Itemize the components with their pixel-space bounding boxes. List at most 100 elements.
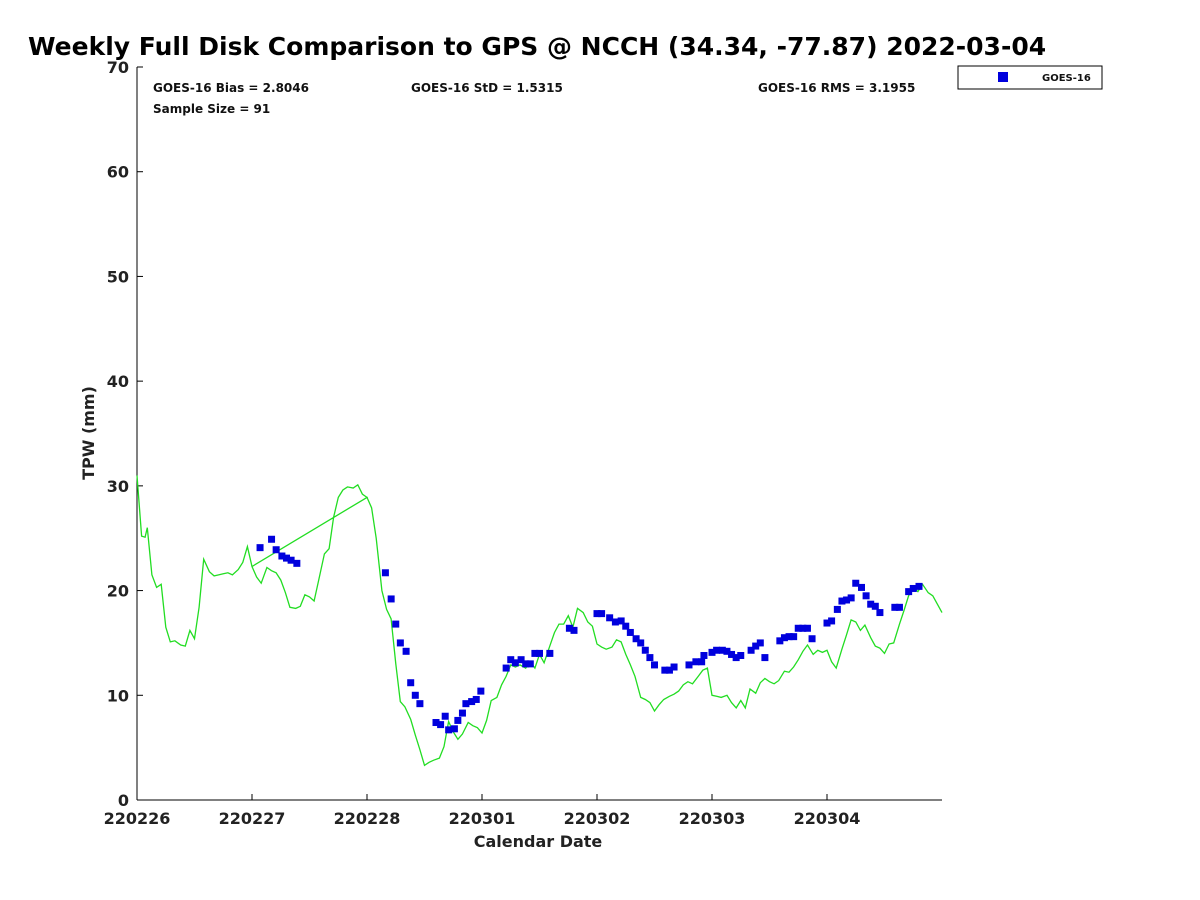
goes16-data-point [698, 658, 706, 666]
goes16-data-point [756, 639, 764, 647]
goes16-data-point [507, 656, 515, 664]
goes16-data-point [905, 588, 913, 596]
stat-sample-size: Sample Size = 91 [153, 102, 270, 116]
goes16-data-point [256, 544, 264, 552]
goes16-data-point [462, 700, 470, 708]
goes16-data-point [546, 649, 554, 657]
goes16-data-point [799, 624, 807, 632]
goes16-data-point [785, 633, 793, 641]
goes16-data-point [287, 556, 295, 564]
series-line-group [136, 475, 943, 767]
goes16-data-point [794, 624, 802, 632]
goes16-data-point [665, 666, 673, 674]
goes16-data-point [396, 639, 404, 647]
y-axis-label: TPW (mm) [79, 386, 98, 480]
stat-bias: GOES-16 Bias = 2.8046 [153, 81, 309, 95]
legend: GOES-16 [957, 65, 1103, 90]
goes16-data-point [747, 646, 755, 654]
goes16-data-point [718, 646, 726, 654]
goes16-data-point [776, 637, 784, 645]
goes16-data-point [502, 664, 510, 672]
goes16-data-point [692, 658, 700, 666]
goes16-data-point [852, 579, 860, 587]
goes16-data-point [445, 726, 453, 734]
y-tick-label: 10 [107, 686, 129, 705]
series-marker-group [256, 535, 923, 734]
goes16-data-point [522, 660, 530, 668]
x-axis-label: Calendar Date [474, 832, 603, 851]
goes16-data-point [531, 649, 539, 657]
y-tick-group: 0 10 20 30 40 50 60 70 [107, 58, 143, 810]
y-tick-label: 40 [107, 372, 129, 391]
x-tick-label: 220304 [794, 809, 861, 828]
x-tick-label: 220302 [564, 809, 631, 828]
legend-marker [998, 72, 1008, 82]
goes16-data-point [780, 634, 788, 642]
goes16-data-point [713, 646, 721, 654]
goes16-data-point [432, 719, 440, 727]
goes16-data-point [670, 663, 678, 671]
goes16-data-point [661, 666, 669, 674]
goes16-data-point [416, 700, 424, 708]
goes16-data-point [862, 592, 870, 600]
chart-title: Weekly Full Disk Comparison to GPS @ NCC… [28, 32, 1046, 61]
goes16-data-point [458, 709, 466, 717]
goes16-data-point [895, 603, 903, 611]
goes16-data-point [437, 721, 445, 729]
goes16-data-point [293, 559, 301, 567]
x-tick-label: 220227 [219, 809, 286, 828]
y-tick-label: 0 [118, 791, 129, 810]
goes16-data-point [511, 659, 519, 667]
goes16-data-point [651, 661, 658, 669]
goes16-data-point [732, 654, 740, 662]
goes16-data-point [617, 617, 625, 625]
y-tick-label: 50 [107, 267, 129, 286]
goes16-data-point [646, 654, 654, 662]
plot-area [136, 67, 942, 801]
goes16-data-point [790, 633, 798, 641]
goes16-data-point [517, 656, 525, 664]
legend-box [957, 65, 1103, 90]
goes16-data-point [536, 649, 543, 657]
goes16-data-point [828, 617, 836, 625]
goes16-data-point [593, 610, 601, 618]
goes16-data-point [454, 716, 462, 724]
goes16-data-point [641, 646, 649, 654]
x-tick-group: 220226 220227 220228 220301 220302 220303 2203… [104, 794, 861, 828]
goes16-data-point [833, 605, 841, 613]
x-tick-label: 220228 [334, 809, 401, 828]
goes16-data-point [761, 654, 769, 662]
goes16-data-point [441, 712, 449, 720]
goes16-data-point [909, 584, 917, 592]
goes16-data-point [381, 569, 389, 577]
goes16-data-point [611, 618, 619, 626]
goes16-data-point [278, 552, 286, 560]
goes16-data-point [858, 583, 865, 591]
x-tick-label: 220303 [679, 809, 746, 828]
goes16-data-point [570, 626, 578, 634]
stat-rms: GOES-16 RMS = 3.1955 [758, 81, 915, 95]
goes16-data-point [847, 594, 855, 602]
goes16-data-point [685, 661, 693, 669]
y-tick-label: 70 [107, 58, 129, 77]
goes16-data-point [728, 650, 736, 658]
goes16-data-point [402, 647, 410, 655]
goes16-data-point [823, 619, 831, 627]
goes16-data-point [708, 648, 716, 656]
goes16-data-point [387, 595, 395, 603]
goes16-data-point [867, 600, 875, 608]
goes16-data-point [477, 687, 485, 695]
goes16-data-point [637, 639, 645, 647]
goes16-data-point [915, 582, 923, 590]
goes16-data-point [752, 642, 760, 650]
goes16-data-point [843, 596, 851, 604]
goes16-data-point [565, 624, 573, 632]
x-tick-label: 220301 [449, 809, 516, 828]
goes16-data-point [411, 691, 419, 699]
y-tick-label: 20 [107, 582, 129, 601]
goes16-data-point [737, 651, 745, 659]
goes16-data-point [803, 624, 811, 632]
goes16-data-point [723, 647, 731, 655]
goes16-data-point [407, 679, 415, 687]
